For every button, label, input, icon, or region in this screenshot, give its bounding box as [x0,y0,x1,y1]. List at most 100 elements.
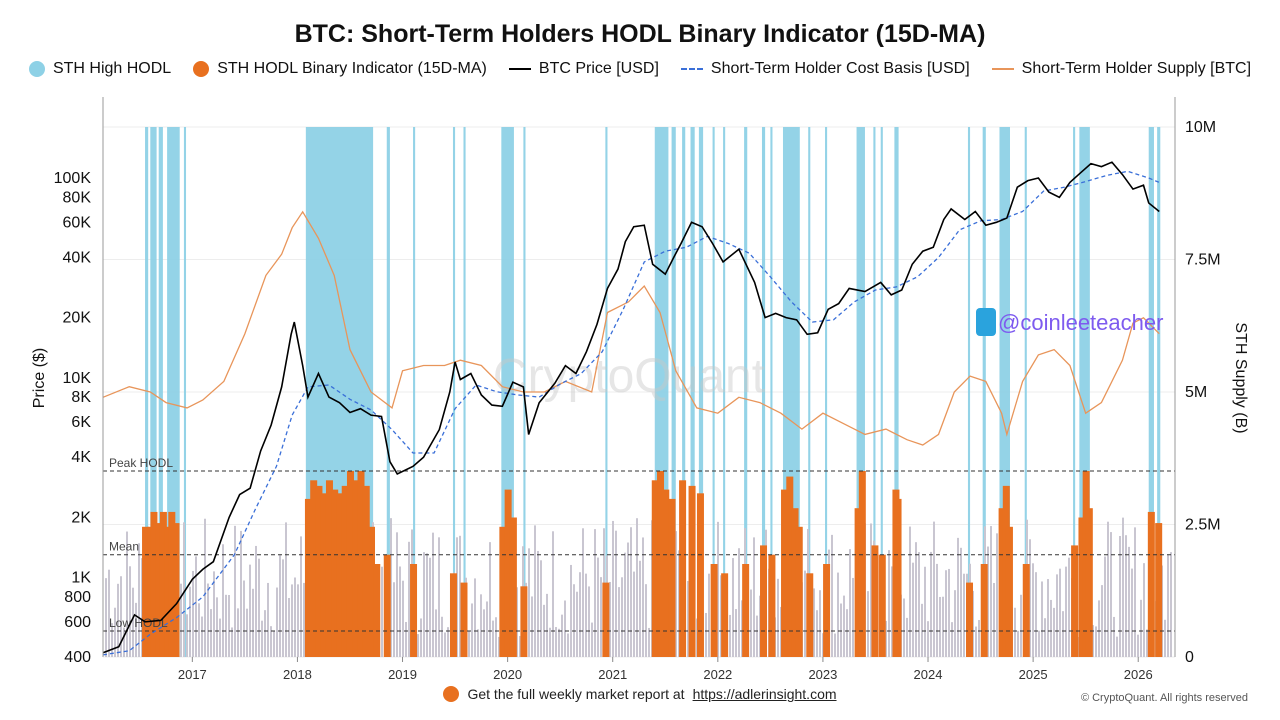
indicator-bg-bar [753,537,755,657]
indicator-bg-bar [267,582,269,657]
high-hodl-band [1157,127,1161,657]
legend-label: STH HODL Binary Indicator (15D-MA) [217,60,487,77]
indicator-bg-bar [987,546,989,657]
indicator-bar [878,554,886,657]
indicator-bg-bar [273,631,275,657]
y2-tick-label: 7.5M [1185,252,1221,269]
high-hodl-band [761,127,766,657]
indicator-bg-bar [105,578,107,657]
indicator-bg-bar [780,606,782,657]
indicator-bg-bar [474,578,476,657]
indicator-bg-bar [1122,517,1124,657]
indicator-bg-bar [234,525,236,657]
indicator-bar [966,582,974,657]
sth-cost-basis-line [102,170,1160,656]
indicator-bg-bar [942,596,944,657]
indicator-bar [696,493,704,657]
indicator-bg-bar [264,610,266,657]
indicator-bar [362,485,370,657]
indicator-bg-bar [906,617,908,657]
indicator-bg-bar [678,550,680,657]
indicator-bg-bar [576,591,578,657]
y-tick-label: 80K [63,189,92,206]
indicator-bar [791,508,799,657]
y-tick-label: 6K [71,414,91,431]
btc-price-line [102,161,1160,654]
legend-dot-icon [28,61,45,77]
indicator-bg-bar [1065,566,1067,657]
high-hodl-band [808,127,811,657]
indicator-bg-bar [477,629,479,657]
indicator-bg-bar [492,620,494,657]
indicator-bg-bar [180,583,182,657]
indicator-bg-bar [912,562,914,657]
indicator-bg-bar [867,591,869,657]
indicator-bar [998,508,1006,657]
indicator-bg-bar [534,525,536,657]
y-tick-label: 2K [71,509,91,526]
indicator-bg-bar [1164,619,1166,657]
indicator-bar [1005,526,1013,657]
indicator-bg-bar [129,566,131,657]
indicator-bg-bar [111,623,113,657]
indicator-bar [168,511,176,657]
legend-item-sth-high-hodl[interactable]: STH High HODL [28,60,171,78]
indicator-bg-bar [228,594,230,657]
indicator-bg-bar [1032,563,1034,657]
indicator-bg-bar [1167,555,1169,657]
high-hodl-band [1079,127,1090,657]
indicator-bg-bar [195,556,197,657]
indicator-bg-bar [555,627,557,657]
legend-item-btc-price[interactable]: BTC Price [USD] [508,60,659,78]
indicator-bg-bar [1110,532,1112,657]
high-hodl-band [1024,127,1027,657]
chart-title: BTC: Short-Term Holders HODL Binary Indi… [294,20,986,48]
indicator-bg-bar [549,627,551,657]
x-tick-label: 2017 [178,667,207,682]
indicator-bar [504,489,512,657]
indicator-bg-bar [141,558,143,657]
x-tick-label: 2026 [1124,667,1153,682]
indicator-bg-bar [1101,585,1103,657]
indicator-bg-bar [198,603,200,657]
indicator-bg-bar [975,626,977,657]
legend-item-binary-indicator[interactable]: STH HODL Binary Indicator (15D-MA) [193,60,487,78]
indicator-bar [449,573,457,657]
high-hodl-band [690,127,695,657]
indicator-bar [320,493,328,657]
report-link[interactable]: https://adlerinsight.com [692,686,837,702]
legend-item-sth-cost-basis[interactable]: Short-Term Holder Cost Basis [USD] [680,60,970,78]
indicator-bg-bar [687,580,689,657]
indicator-bg-bar [285,522,287,657]
indicator-bg-bar [417,634,419,657]
indicator-bg-bar [441,616,443,657]
indicator-bar [325,480,333,657]
indicator-bar [383,554,391,657]
indicator-bar [159,511,167,657]
indicator-bg-bar [1062,611,1064,657]
indicator-bar [315,485,323,657]
indicator-bg-bar [468,630,470,657]
indicator-bar [786,476,794,657]
indicator-bg-bar [1137,634,1139,657]
indicator-bg-bar [645,584,647,657]
indicator-bg-bar [189,586,191,657]
indicator-bg-bar [804,570,806,657]
indicator-bg-bar [420,618,422,657]
indicator-bg-bar [1104,556,1106,657]
indicator-bar [336,493,344,657]
high-hodl-band [894,127,899,657]
indicator-bg-bar [540,560,542,657]
indicator-bg-bar [648,627,650,657]
indicator-bg-bar [594,529,596,657]
indicator-bg-bar [498,636,500,657]
indicator-bg-bar [519,635,521,657]
indicator-bg-bar [732,558,734,657]
indicator-bg-bar [444,632,446,657]
indicator-bg-bar [990,526,992,657]
x-tick-label: 2022 [703,667,732,682]
legend-item-sth-supply[interactable]: Short-Term Holder Supply [BTC] [991,60,1251,78]
indicator-bg-bar [954,590,956,657]
indicator-bg-bar [207,583,209,657]
